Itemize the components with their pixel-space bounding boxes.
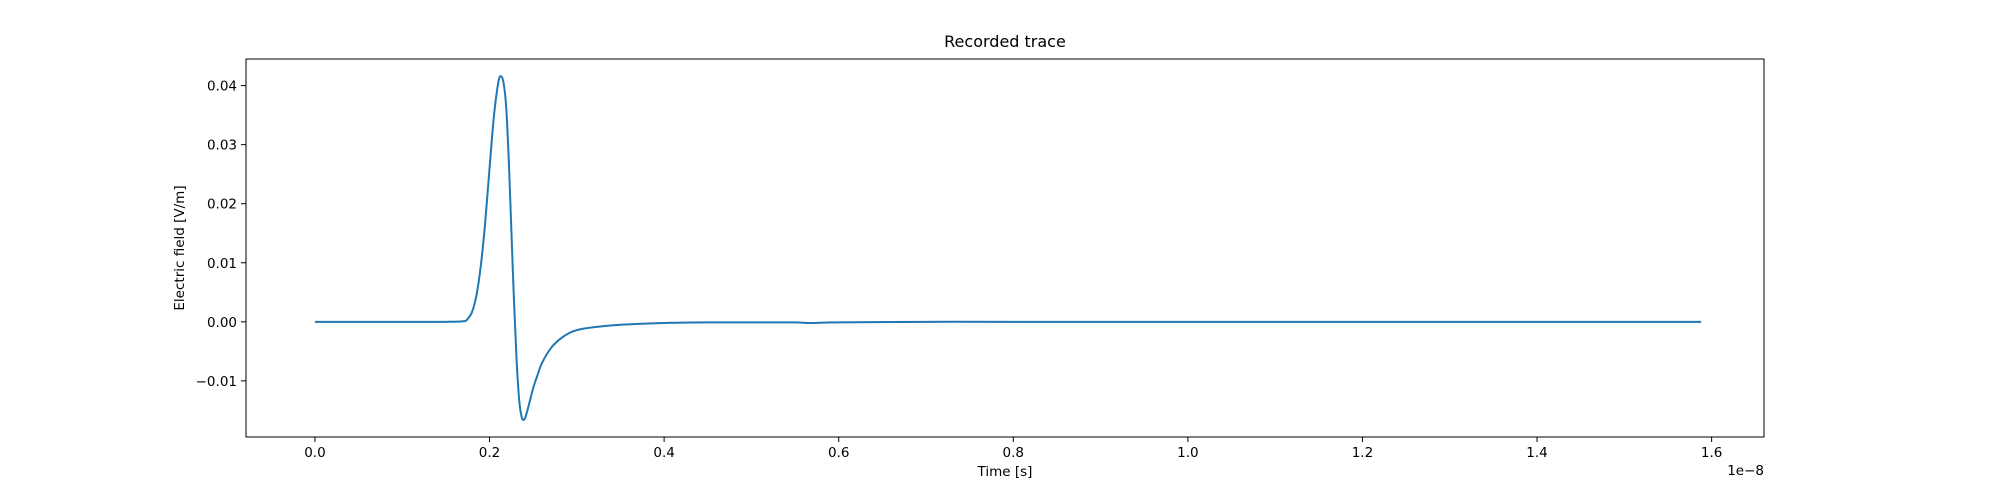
y-tick-label: −0.01 (196, 374, 237, 390)
y-axis-ticks: −0.01 0.00 0.01 0.02 0.03 0.04 (196, 79, 246, 390)
x-axis-ticks: 0.0 0.2 0.4 0.6 0.8 1.0 1.2 1.4 1.6 (304, 437, 1722, 461)
plot-area-frame (245, 58, 1765, 438)
y-axis-label: Electric field [V/m] (172, 185, 188, 310)
x-tick-label: 0.2 (479, 445, 500, 461)
x-tick-label: 1.0 (1177, 445, 1198, 461)
y-tick-label: 0.04 (207, 79, 237, 95)
x-tick-label: 0.4 (653, 445, 674, 461)
chart-title: Recorded trace (944, 32, 1066, 51)
x-tick-label: 1.4 (1526, 445, 1547, 461)
y-tick-label: 0.00 (207, 315, 237, 331)
x-axis-offset-text: 1e−8 (1727, 463, 1764, 479)
x-tick-label: 0.0 (304, 445, 325, 461)
series-line-trace (314, 75, 1702, 421)
y-tick-label: 0.03 (207, 138, 237, 154)
x-tick-label: 1.2 (1352, 445, 1373, 461)
x-tick-label: 1.6 (1701, 445, 1722, 461)
x-tick-label: 0.8 (1003, 445, 1024, 461)
x-tick-label: 0.6 (828, 445, 849, 461)
y-tick-label: 0.02 (207, 197, 237, 213)
y-tick-label: 0.01 (207, 256, 237, 272)
x-axis-label: Time [s] (977, 464, 1033, 480)
